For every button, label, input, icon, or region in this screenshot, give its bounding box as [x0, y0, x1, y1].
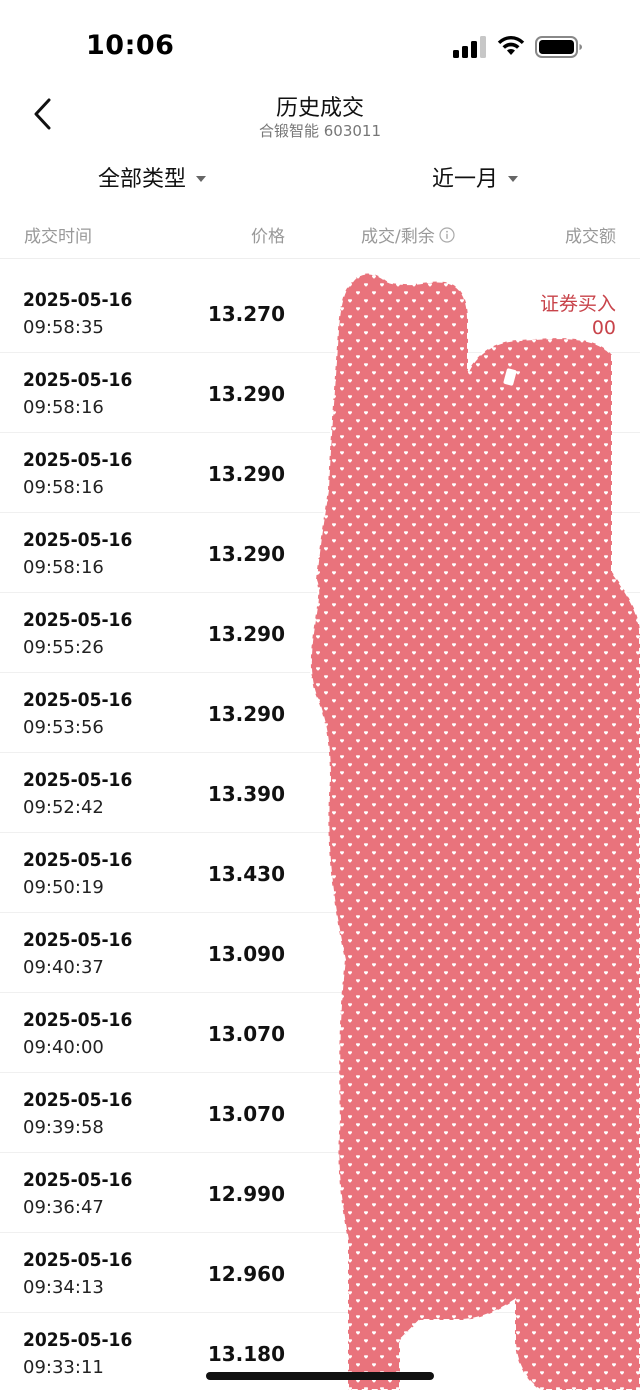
battery-icon	[535, 36, 582, 58]
status-bar: 10:06	[0, 0, 640, 90]
trade-row[interactable]: 2025-05-16 09:58:16 13.290	[0, 353, 640, 433]
trade-price: 13.290	[207, 382, 285, 406]
column-header-amount: 成交额	[565, 227, 616, 247]
trade-date: 2025-05-16	[23, 369, 133, 391]
column-header-time: 成交时间	[24, 227, 92, 247]
trade-time: 09:58:16	[23, 477, 104, 498]
header-divider	[0, 258, 640, 259]
trade-time: 09:58:16	[23, 557, 104, 578]
trade-list: 2025-05-16 09:58:35 13.270 证券买入 00 2025-…	[0, 273, 640, 1390]
trade-row[interactable]: 2025-05-16 09:52:42 13.390	[0, 753, 640, 833]
trade-price: 13.430	[207, 862, 285, 886]
caret-down-icon	[508, 176, 519, 182]
trade-price: 13.290	[207, 622, 285, 646]
status-time: 10:06	[86, 30, 175, 61]
trade-date: 2025-05-16	[23, 1329, 133, 1351]
trade-row[interactable]: 2025-05-16 09:55:26 13.290	[0, 593, 640, 673]
trade-price: 13.180	[207, 1342, 285, 1366]
cellular-signal-icon	[453, 36, 486, 58]
trade-date: 2025-05-16	[23, 929, 133, 951]
date-range-label: 近一月	[432, 167, 499, 192]
trade-date: 2025-05-16	[23, 1089, 133, 1111]
trade-price: 13.090	[207, 942, 285, 966]
trade-time: 09:36:47	[23, 1197, 104, 1218]
trade-time: 09:39:58	[23, 1117, 104, 1138]
wifi-icon	[497, 36, 525, 55]
column-header-price: 价格	[251, 227, 285, 247]
trade-price: 13.290	[207, 542, 285, 566]
trade-row[interactable]: 2025-05-16 09:36:47 12.990	[0, 1153, 640, 1233]
trade-price: 13.070	[207, 1022, 285, 1046]
trade-time: 09:55:26	[23, 637, 104, 658]
type-filter-label: 全部类型	[98, 167, 187, 192]
back-button[interactable]	[22, 94, 62, 134]
stock-subtitle: 合锻智能 603011	[258, 122, 382, 140]
trade-row[interactable]: 2025-05-16 09:40:37 13.090	[0, 913, 640, 993]
date-range-dropdown[interactable]: 近一月	[432, 156, 519, 198]
trade-row[interactable]: 2025-05-16 09:40:00 13.070	[0, 993, 640, 1073]
trade-date: 2025-05-16	[23, 689, 133, 711]
trade-time: 09:58:35	[23, 317, 104, 338]
trade-date: 2025-05-16	[23, 449, 133, 471]
type-filter-dropdown[interactable]: 全部类型	[98, 156, 207, 198]
column-header-volume-label: 成交/剩余	[361, 227, 435, 247]
trade-row[interactable]: 2025-05-16 09:34:13 12.960	[0, 1233, 640, 1313]
trade-date: 2025-05-16	[23, 769, 133, 791]
page-title: 历史成交	[275, 96, 364, 121]
trade-time: 09:52:42	[23, 797, 104, 818]
home-indicator[interactable]	[206, 1372, 434, 1380]
trade-time: 09:33:11	[23, 1357, 104, 1378]
trade-date: 2025-05-16	[23, 289, 133, 311]
trade-time: 09:53:56	[23, 717, 104, 738]
trade-row[interactable]: 2025-05-16 09:58:16 13.290	[0, 433, 640, 513]
trade-date: 2025-05-16	[23, 1249, 133, 1271]
trade-price: 12.990	[207, 1182, 285, 1206]
column-header-volume: 成交/剩余	[361, 222, 455, 247]
info-icon[interactable]	[439, 226, 455, 243]
trade-row[interactable]: 2025-05-16 09:33:11 13.180	[0, 1313, 640, 1390]
caret-down-icon	[196, 176, 207, 182]
trade-date: 2025-05-16	[23, 609, 133, 631]
trade-price: 12.960	[207, 1262, 285, 1286]
trade-time: 09:40:00	[23, 1037, 104, 1058]
trade-row[interactable]: 2025-05-16 09:58:16 13.290	[0, 513, 640, 593]
trade-date: 2025-05-16	[23, 849, 133, 871]
trade-row[interactable]: 2025-05-16 09:39:58 13.070	[0, 1073, 640, 1153]
trade-row[interactable]: 2025-05-16 09:53:56 13.290	[0, 673, 640, 753]
trade-price: 13.390	[207, 782, 285, 806]
trade-amount: 00	[591, 317, 616, 339]
trade-price: 13.270	[207, 302, 285, 326]
column-headers: 成交时间 价格 成交/剩余 成交额	[0, 218, 640, 250]
trade-date: 2025-05-16	[23, 529, 133, 551]
nav-header: 历史成交 合锻智能 603011	[0, 88, 640, 148]
trade-row[interactable]: 2025-05-16 09:58:35 13.270 证券买入 00	[0, 273, 640, 353]
trade-time: 09:50:19	[23, 877, 104, 898]
trade-side: 证券买入	[539, 293, 616, 315]
chevron-left-icon	[34, 98, 51, 130]
filter-bar: 全部类型 近一月	[0, 156, 640, 198]
trade-price: 13.290	[207, 702, 285, 726]
trade-date: 2025-05-16	[23, 1169, 133, 1191]
trade-time: 09:40:37	[23, 957, 104, 978]
trade-time: 09:34:13	[23, 1277, 104, 1298]
trade-row[interactable]: 2025-05-16 09:50:19 13.430	[0, 833, 640, 913]
trade-time: 09:58:16	[23, 397, 104, 418]
trade-price: 13.290	[207, 462, 285, 486]
trade-date: 2025-05-16	[23, 1009, 133, 1031]
trade-price: 13.070	[207, 1102, 285, 1126]
